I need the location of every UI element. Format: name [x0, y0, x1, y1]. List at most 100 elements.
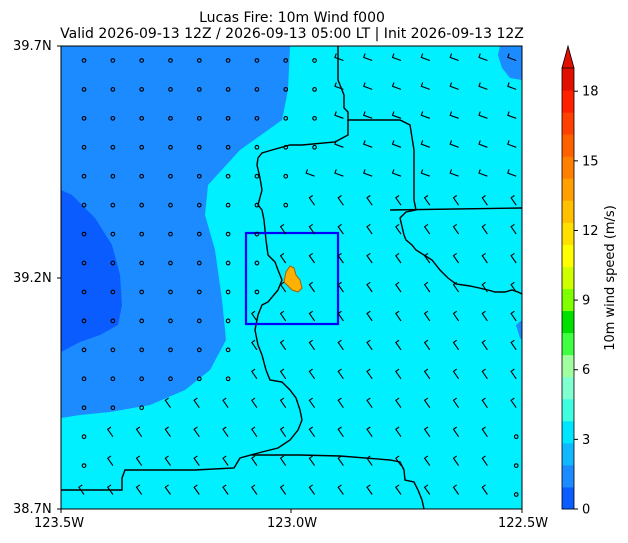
colorbar-tick-label: 0 [582, 503, 590, 518]
wind-barb [481, 484, 488, 495]
wind-barb [106, 455, 114, 466]
calm-wind-marker [139, 231, 145, 237]
wind-barb [279, 455, 287, 466]
wind-barb [481, 310, 488, 322]
wind-barb [164, 484, 171, 495]
wind-barb [362, 169, 373, 177]
colorbar-segment [562, 68, 574, 91]
wind-barb [423, 339, 431, 351]
wind-barb [362, 53, 373, 62]
calm-wind-marker [225, 58, 231, 63]
colorbar-segment [562, 134, 574, 157]
wind-barb [193, 397, 200, 409]
calm-wind-marker [110, 289, 116, 295]
calm-wind-marker [168, 115, 173, 121]
calm-wind-marker [110, 376, 116, 382]
calm-wind-marker [139, 405, 145, 411]
calm-wind-marker [81, 115, 87, 121]
wind-barb [507, 140, 517, 148]
wind-barb [251, 484, 258, 495]
y-tick-label: 38.7N [13, 502, 52, 517]
wind-barb [478, 53, 488, 62]
calm-wind-marker [110, 173, 116, 179]
wind-barb [423, 368, 431, 380]
calm-wind-marker [168, 318, 173, 324]
calm-wind-marker [312, 115, 317, 121]
calm-wind-marker [81, 463, 87, 468]
calm-wind-marker [168, 376, 173, 382]
wind-barb [308, 426, 316, 438]
calm-wind-marker [196, 260, 202, 266]
wind-barb [420, 169, 430, 177]
calm-wind-marker [225, 144, 231, 150]
wind-barb [366, 368, 373, 380]
wind-barb [366, 426, 373, 438]
calm-wind-marker [225, 173, 231, 179]
calm-wind-marker [283, 202, 289, 208]
wind-barb [478, 140, 488, 148]
wind-barb [395, 368, 402, 380]
wind-barb [334, 169, 344, 177]
wind-barb [452, 426, 460, 438]
axis-ticks [57, 45, 523, 513]
calm-wind-marker [110, 260, 116, 266]
wind-barb [481, 368, 488, 380]
wind-barb [481, 397, 488, 409]
calm-wind-marker [283, 173, 289, 179]
wind-barb [449, 111, 459, 119]
wind-barb [251, 455, 258, 466]
wind-barb [507, 169, 517, 177]
wind-barb [366, 252, 373, 264]
wind-barb [395, 484, 402, 495]
wind-barb [423, 195, 431, 206]
wind-barb [452, 281, 460, 293]
colorbar-segment [562, 200, 574, 223]
wind-barb [279, 397, 287, 409]
wind-barb [337, 310, 344, 322]
wind-barb [395, 281, 402, 293]
wind-barb [334, 82, 344, 90]
wind-barb [308, 310, 316, 322]
calm-wind-marker [168, 231, 173, 237]
wind-barb [308, 368, 316, 380]
wind-barb [391, 111, 402, 119]
calm-wind-marker [168, 144, 173, 150]
wind-barb [164, 455, 171, 466]
map-title: Lucas Fire: 10m Wind f000 [199, 10, 385, 26]
colorbar-tick-label: 3 [582, 433, 590, 448]
wind-barb [337, 252, 344, 264]
calm-wind-marker [110, 347, 116, 353]
calm-wind-marker [225, 289, 231, 295]
calm-wind-marker [81, 231, 87, 237]
calm-wind-marker [139, 347, 145, 353]
wind-barb [452, 484, 460, 495]
colorbar-tick-label: 15 [582, 154, 599, 169]
fire-perimeter [283, 265, 303, 293]
wind-barb [366, 281, 373, 293]
calm-wind-marker [168, 260, 173, 266]
wind-barb [481, 339, 488, 351]
y-tick-label: 39.7N [13, 39, 52, 54]
calm-wind-marker [81, 260, 87, 266]
wind-barb [395, 252, 402, 264]
wind-barb [251, 426, 258, 438]
wind-barb [452, 195, 460, 206]
calm-wind-marker [110, 87, 116, 92]
calm-wind-marker [196, 144, 202, 150]
calm-wind-marker [283, 58, 289, 63]
calm-wind-marker [254, 87, 260, 92]
colorbar-segment [562, 156, 574, 179]
calm-wind-marker [196, 289, 202, 295]
calm-wind-marker [196, 173, 202, 179]
wind-barb [395, 310, 402, 322]
colorbar-segment [562, 266, 574, 289]
wind-barb [366, 397, 373, 409]
wind-barb [452, 223, 460, 235]
wind-barb [251, 397, 258, 409]
light-wind-patch-ne [498, 46, 522, 80]
wind-barb [452, 368, 460, 380]
wind-barb [395, 397, 402, 409]
wind-barb [193, 484, 200, 495]
light-wind-region [61, 46, 290, 418]
calm-wind-marker [139, 376, 145, 382]
